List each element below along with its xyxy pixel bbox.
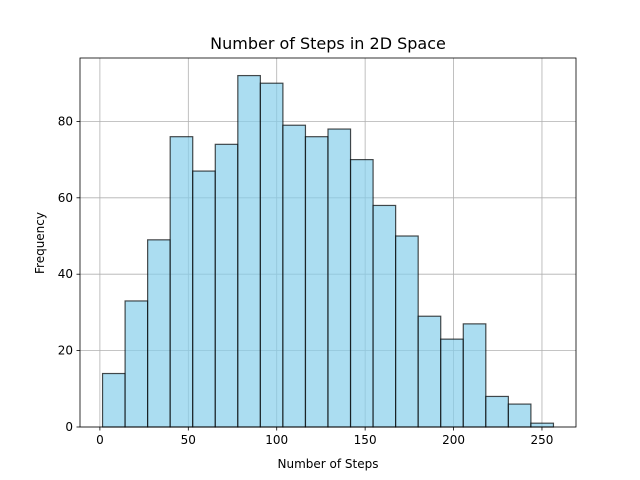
y-tick-label: 80: [58, 114, 73, 128]
histogram-bar: [192, 170, 216, 428]
x-tick-label: 100: [265, 433, 288, 447]
histogram-bar: [417, 315, 442, 428]
histogram-bar: [440, 338, 464, 428]
histogram-bar: [372, 204, 397, 428]
histogram-bar: [237, 74, 261, 428]
x-tick-label: 150: [354, 433, 377, 447]
histogram-bar: [147, 239, 171, 428]
histogram-bar: [101, 372, 126, 428]
chart-title: Number of Steps in 2D Space: [210, 34, 446, 53]
plot-frame: [79, 57, 577, 428]
x-axis-label: Number of Steps: [278, 457, 379, 471]
x-tick-label: 250: [531, 433, 554, 447]
y-tick-label: 60: [58, 191, 73, 205]
y-tick-label: 0: [65, 420, 73, 434]
histogram-bar: [507, 403, 532, 428]
x-tick-label: 0: [96, 433, 104, 447]
histogram-bar: [282, 124, 307, 428]
ticks: 0 50 100 150 200 250 0 20 40 60 80: [58, 114, 554, 447]
y-tick-label: 40: [58, 267, 73, 281]
histogram-bar: [304, 136, 329, 428]
histogram-bar: [462, 323, 487, 428]
histogram-bar: [349, 159, 374, 428]
histogram-bar: [395, 235, 419, 428]
histogram-bar: [327, 128, 352, 428]
x-tick-label: 200: [442, 433, 465, 447]
histogram-bar: [485, 395, 509, 428]
histogram-bar: [169, 136, 194, 428]
y-axis-label: Frequency: [33, 212, 47, 274]
histogram-bar: [124, 300, 149, 428]
x-tick-label: 50: [181, 433, 196, 447]
histogram-bar: [259, 82, 284, 428]
y-tick-label: 20: [58, 344, 73, 358]
histogram-bar: [530, 422, 555, 428]
histogram-bar: [214, 143, 239, 428]
